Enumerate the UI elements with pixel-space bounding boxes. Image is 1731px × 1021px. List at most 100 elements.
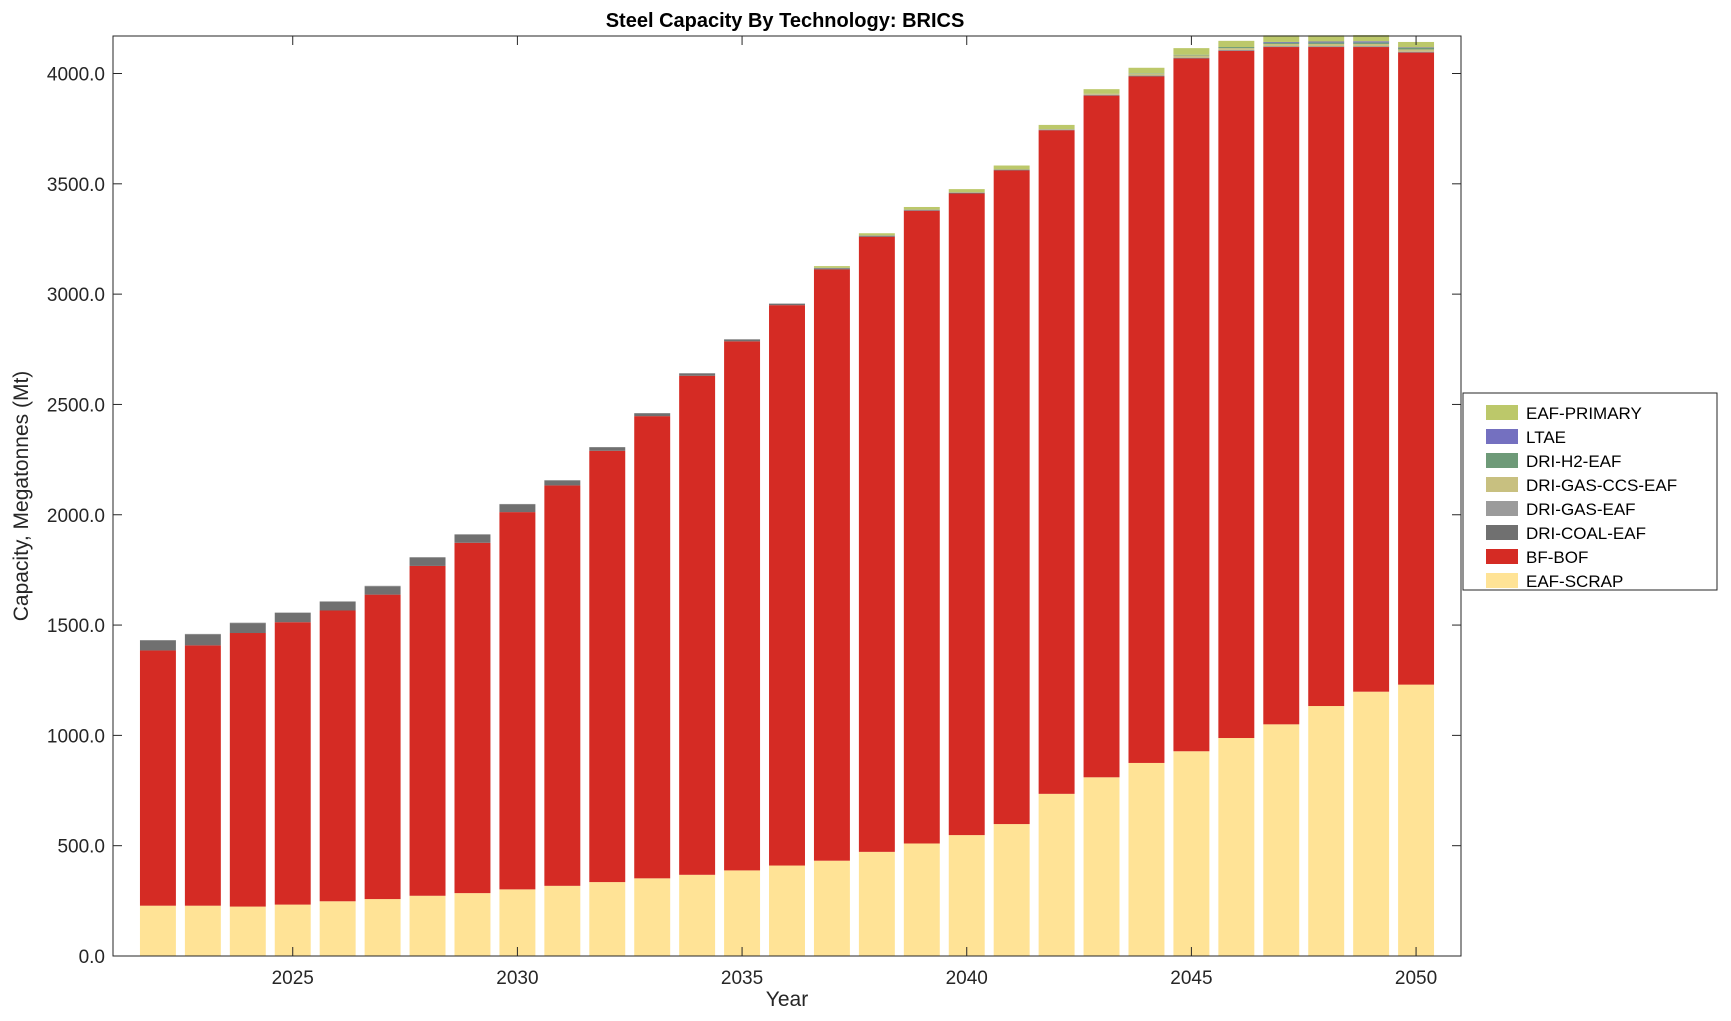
bar-ltae-2050 <box>1398 47 1435 48</box>
legend-swatch-dri-gas-eaf <box>1486 501 1518 516</box>
bar-dri-h2-eaf-2049 <box>1353 42 1390 44</box>
bar-dri-coal-eaf-2041 <box>993 169 1030 171</box>
bar-bf-bof-2022 <box>139 650 176 906</box>
legend-swatch-bf-bof <box>1486 549 1518 564</box>
y-tick-label: 3500.0 <box>47 175 105 196</box>
ticks-layer: 2025 2030 2035 2040 2045 2050 0.0 500.0 1000.0 15… <box>47 36 1461 989</box>
bar-dri-h2-eaf-2044 <box>1128 73 1165 74</box>
bar-dri-coal-eaf-2040 <box>948 192 985 194</box>
bar-eaf-primary-2039 <box>903 206 940 210</box>
bar-dri-h2-eaf-2045 <box>1173 54 1210 56</box>
x-tick-label: 2050 <box>1395 968 1437 989</box>
bar-bf-bof-2047 <box>1263 47 1300 725</box>
bar-bf-bof-2036 <box>769 305 805 866</box>
bar-eaf-scrap-2023 <box>184 905 221 956</box>
x-tick-label: 2045 <box>1170 968 1212 989</box>
bar-bf-bof-2028 <box>409 565 446 896</box>
bar-dri-gas-eaf-2029 <box>454 534 491 535</box>
bar-dri-gas-eaf-2023 <box>184 633 221 635</box>
bar-bf-bof-2040 <box>948 193 985 836</box>
bar-eaf-primary-2038 <box>858 233 895 236</box>
bar-bf-bof-2031 <box>544 485 581 886</box>
bar-dri-gas-eaf-2040 <box>948 192 985 193</box>
bar-bf-bof-2043 <box>1083 95 1120 778</box>
bar-dri-h2-eaf-2048 <box>1308 42 1345 44</box>
bar-dri-gas-eaf-2033 <box>634 413 671 414</box>
plot-frame <box>112 35 1462 957</box>
bar-dri-coal-eaf-2035 <box>724 339 761 342</box>
bar-dri-gas-eaf-2041 <box>993 169 1030 170</box>
bar-eaf-primary-2045 <box>1173 48 1210 55</box>
bar-eaf-scrap-2022 <box>139 905 176 956</box>
y-tick-label: 2000.0 <box>47 506 105 527</box>
legend-label-dri-coal-eaf: DRI-COAL-EAF <box>1526 524 1646 543</box>
bar-eaf-scrap-2043 <box>1083 777 1120 956</box>
bar-dri-h2-eaf-2047 <box>1263 42 1300 44</box>
bar-dri-gas-eaf-2026 <box>319 601 356 602</box>
legend-label-dri-gas-eaf: DRI-GAS-EAF <box>1526 500 1636 519</box>
bar-dri-coal-eaf-2030 <box>499 504 536 513</box>
bar-dri-gas-eaf-2032 <box>589 447 626 448</box>
bar-bf-bof-2050 <box>1398 52 1435 685</box>
bar-eaf-scrap-2030 <box>499 889 536 956</box>
bar-dri-coal-eaf-2027 <box>364 586 401 595</box>
bar-eaf-primary-2047 <box>1263 35 1300 42</box>
bar-bf-bof-2037 <box>813 269 850 861</box>
bar-eaf-scrap-2042 <box>1038 793 1075 956</box>
bar-dri-gas-eaf-2025 <box>274 612 311 613</box>
bar-dri-gas-eaf-2044 <box>1128 75 1165 76</box>
bar-dri-h2-eaf-2050 <box>1398 47 1435 50</box>
legend-swatch-eaf-primary <box>1486 405 1518 420</box>
bar-dri-gas-eaf-2045 <box>1173 57 1210 59</box>
bar-dri-coal-eaf-2039 <box>903 210 940 211</box>
bar-dri-gas-eaf-2022 <box>139 640 176 641</box>
bar-dri-gas-eaf-2037 <box>813 267 850 269</box>
x-tick-label: 2030 <box>496 968 538 989</box>
legend-swatch-dri-gas-ccs-eaf <box>1486 477 1518 492</box>
bar-dri-gas-eaf-2039 <box>903 209 940 211</box>
legend-label-bf-bof: BF-BOF <box>1526 548 1588 567</box>
bar-eaf-primary-2041 <box>993 165 1030 170</box>
legend-label-dri-h2-eaf: DRI-H2-EAF <box>1526 452 1621 471</box>
bar-dri-coal-eaf-2029 <box>454 534 491 543</box>
bar-dri-coal-eaf-2042 <box>1038 129 1075 131</box>
bar-bf-bof-2024 <box>229 633 266 907</box>
legend: EAF-PRIMARY LTAE DRI-H2-EAF DRI-GAS-CCS-EAF… <box>1462 392 1718 591</box>
bar-bf-bof-2045 <box>1173 58 1210 752</box>
bar-dri-gas-ccs-eaf-2045 <box>1173 55 1210 58</box>
bar-eaf-primary-2043 <box>1083 89 1120 94</box>
bar-dri-coal-eaf-2045 <box>1173 58 1210 59</box>
bar-bf-bof-2027 <box>364 594 401 900</box>
bar-eaf-scrap-2048 <box>1308 706 1345 956</box>
bar-dri-gas-eaf-2046 <box>1218 49 1255 51</box>
bar-bf-bof-2035 <box>724 341 761 871</box>
legend-swatch-eaf-scrap <box>1486 573 1518 588</box>
bar-dri-gas-eaf-2027 <box>364 585 401 587</box>
bar-dri-gas-ccs-eaf-2048 <box>1308 43 1345 47</box>
bar-bf-bof-2030 <box>499 512 536 890</box>
bar-dri-gas-ccs-eaf-2046 <box>1218 48 1255 50</box>
bar-dri-gas-eaf-2047 <box>1263 46 1300 47</box>
bar-dri-gas-eaf-2036 <box>769 303 805 304</box>
y-tick-label: 2500.0 <box>47 395 105 416</box>
legend-label-eaf-scrap: EAF-SCRAP <box>1526 572 1623 591</box>
legend-label-eaf-primary: EAF-PRIMARY <box>1526 404 1642 423</box>
bar-eaf-primary-2049 <box>1353 35 1390 42</box>
bar-dri-gas-eaf-2049 <box>1353 46 1390 47</box>
bar-dri-coal-eaf-2044 <box>1128 75 1165 77</box>
bar-bf-bof-2026 <box>319 610 356 902</box>
bar-dri-coal-eaf-2034 <box>679 373 716 376</box>
bar-dri-gas-eaf-2038 <box>858 235 895 236</box>
bar-eaf-scrap-2038 <box>858 851 895 956</box>
bar-dri-coal-eaf-2043 <box>1083 95 1120 96</box>
bar-bf-bof-2048 <box>1308 47 1345 707</box>
bar-eaf-primary-2048 <box>1308 35 1345 42</box>
bar-eaf-primary-2037 <box>813 266 850 268</box>
bar-dri-coal-eaf-2036 <box>769 303 805 306</box>
x-tick-label: 2025 <box>272 968 314 989</box>
bar-eaf-scrap-2033 <box>634 878 671 956</box>
bar-eaf-primary-2040 <box>948 189 985 193</box>
chart-title: Steel Capacity By Technology: BRICS <box>606 10 965 32</box>
bar-ltae-2047 <box>1263 41 1300 43</box>
bar-eaf-scrap-2032 <box>589 882 626 956</box>
